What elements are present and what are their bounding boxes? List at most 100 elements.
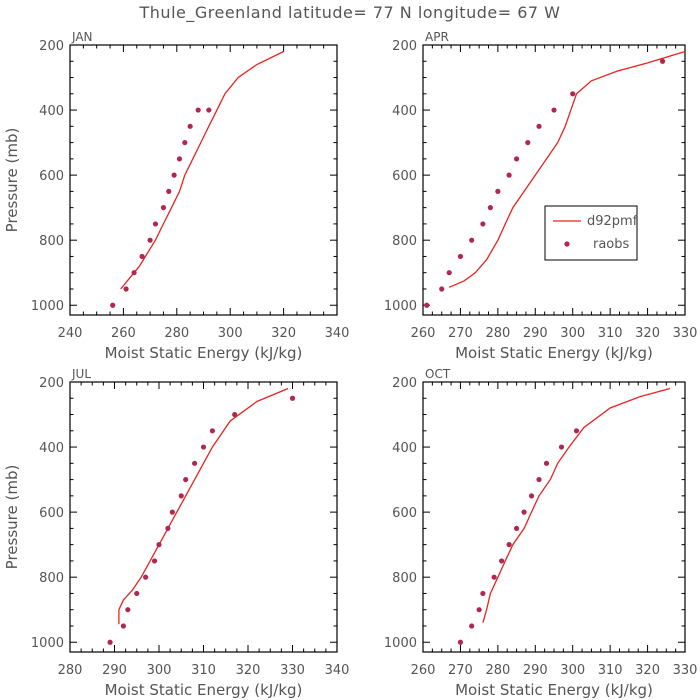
data-point-raobs <box>558 444 565 450</box>
data-point-raobs <box>424 302 430 308</box>
chart-panel-jul: 280 290 300 310 320 330 340 200 400 600 800 1000 JUL… <box>3 367 349 699</box>
data-point-raobs <box>165 525 171 531</box>
x-tick-label: 300 <box>560 663 585 678</box>
data-point-raobs <box>457 639 464 645</box>
data-point-raobs <box>143 574 149 580</box>
data-point-raobs <box>171 172 177 178</box>
x-tick-label: 310 <box>191 663 216 678</box>
x-tick-label: 260 <box>411 663 436 678</box>
data-point-raobs <box>195 107 201 113</box>
x-tick-label: 320 <box>236 663 261 678</box>
series-line-d92pmf <box>482 387 671 623</box>
y-tick-label: 200 <box>39 376 64 391</box>
x-tick-label: 330 <box>673 663 698 678</box>
y-tick-label: 200 <box>39 39 64 54</box>
data-point-raobs <box>480 221 486 227</box>
data-point-raobs <box>209 428 215 434</box>
x-tick-label: 320 <box>635 663 660 678</box>
y-tick-label: 200 <box>392 376 417 391</box>
data-point-raobs <box>200 444 207 450</box>
y-tick-label: 1000 <box>31 636 64 651</box>
data-point-raobs <box>536 476 542 483</box>
panel-label: OCT <box>425 367 451 381</box>
y-axis-label: Pressure (mb) <box>3 465 21 570</box>
y-tick-label: 800 <box>39 234 64 249</box>
data-point-raobs <box>491 574 497 580</box>
legend-box <box>544 205 638 261</box>
data-point-raobs <box>134 590 140 597</box>
y-tick-label: 600 <box>39 169 64 184</box>
x-axis-label: Moist Static Energy (kJ/kg) <box>455 344 653 362</box>
data-point-raobs <box>125 607 131 613</box>
plot-frame <box>422 44 686 316</box>
panel-label: JUL <box>71 367 91 381</box>
x-tick-label: 300 <box>218 326 243 341</box>
x-tick-label: 290 <box>523 326 548 341</box>
y-tick-label: 600 <box>39 506 64 521</box>
data-point-raobs <box>192 460 198 466</box>
x-tick-label: 320 <box>271 326 296 341</box>
data-point-raobs <box>506 172 512 178</box>
y-tick-label: 400 <box>392 104 417 119</box>
x-tick-label: 300 <box>147 663 172 678</box>
x-tick-label: 330 <box>280 663 305 678</box>
x-axis-label: Moist Static Energy (kJ/kg) <box>105 681 303 699</box>
x-axis-label: Moist Static Energy (kJ/kg) <box>455 681 653 699</box>
data-point-raobs <box>525 139 531 146</box>
data-point-raobs <box>536 123 542 129</box>
data-point-raobs <box>521 509 527 515</box>
series-line-d92pmf <box>120 50 284 290</box>
data-point-raobs <box>480 590 486 597</box>
x-tick-label: 320 <box>635 326 660 341</box>
data-point-raobs <box>446 270 452 276</box>
y-tick-label: 400 <box>392 441 417 456</box>
data-point-raobs <box>107 639 113 645</box>
plot-frame <box>69 44 338 316</box>
y-tick-label: 1000 <box>384 299 417 314</box>
series-line-d92pmf <box>118 387 289 625</box>
data-point-raobs <box>147 237 153 243</box>
plot-frame <box>69 381 338 653</box>
data-point-raobs <box>513 525 520 531</box>
y-tick-label: 1000 <box>384 636 417 651</box>
x-tick-label: 290 <box>102 663 127 678</box>
chart-panel-oct: 260 270 280 290 300 310 320 330 200 400 600 800 1000… <box>384 367 698 699</box>
panel-label: APR <box>425 30 449 44</box>
x-tick-label: 340 <box>325 663 350 678</box>
data-point-raobs <box>528 493 535 499</box>
x-tick-label: 290 <box>523 663 548 678</box>
figure-title: Thule_Greenland latitude= 77 N longitude… <box>139 3 561 22</box>
data-point-raobs <box>187 123 193 129</box>
x-axis-label: Moist Static Energy (kJ/kg) <box>105 344 303 362</box>
y-axis-label: Pressure (mb) <box>3 128 21 233</box>
data-point-raobs <box>120 623 126 629</box>
data-point-raobs <box>169 509 175 515</box>
data-point-raobs <box>110 302 116 308</box>
data-point-raobs <box>506 542 512 548</box>
x-tick-label: 330 <box>673 326 698 341</box>
y-tick-label: 400 <box>39 441 64 456</box>
x-tick-label: 310 <box>598 663 623 678</box>
data-point-raobs <box>495 188 501 194</box>
x-tick-label: 280 <box>485 663 510 678</box>
y-tick-label: 600 <box>392 169 417 184</box>
chart-panel-apr: 260 270 280 290 300 310 320 330 200 400 600 800 1000… <box>384 30 698 362</box>
y-tick-label: 200 <box>392 39 417 54</box>
y-tick-label: 600 <box>392 506 417 521</box>
legend-label-model: d92pmf <box>587 214 638 229</box>
data-point-raobs <box>206 107 212 113</box>
y-tick-label: 400 <box>39 104 64 119</box>
x-tick-label: 280 <box>164 326 189 341</box>
data-point-raobs <box>487 205 493 211</box>
data-point-raobs <box>439 286 445 292</box>
data-point-raobs <box>476 607 482 613</box>
x-tick-label: 340 <box>325 326 350 341</box>
data-point-raobs <box>156 542 162 548</box>
plot-frame <box>422 381 686 653</box>
legend: d92pmf raobs <box>544 205 638 261</box>
series-line-d92pmf <box>448 50 686 288</box>
data-point-raobs <box>469 237 475 243</box>
data-point-raobs <box>178 493 184 499</box>
chart-panel-jan: 240 260 280 300 320 340 200 400 600 800 1000 JAN Moi… <box>3 30 349 362</box>
data-point-raobs <box>123 286 129 292</box>
